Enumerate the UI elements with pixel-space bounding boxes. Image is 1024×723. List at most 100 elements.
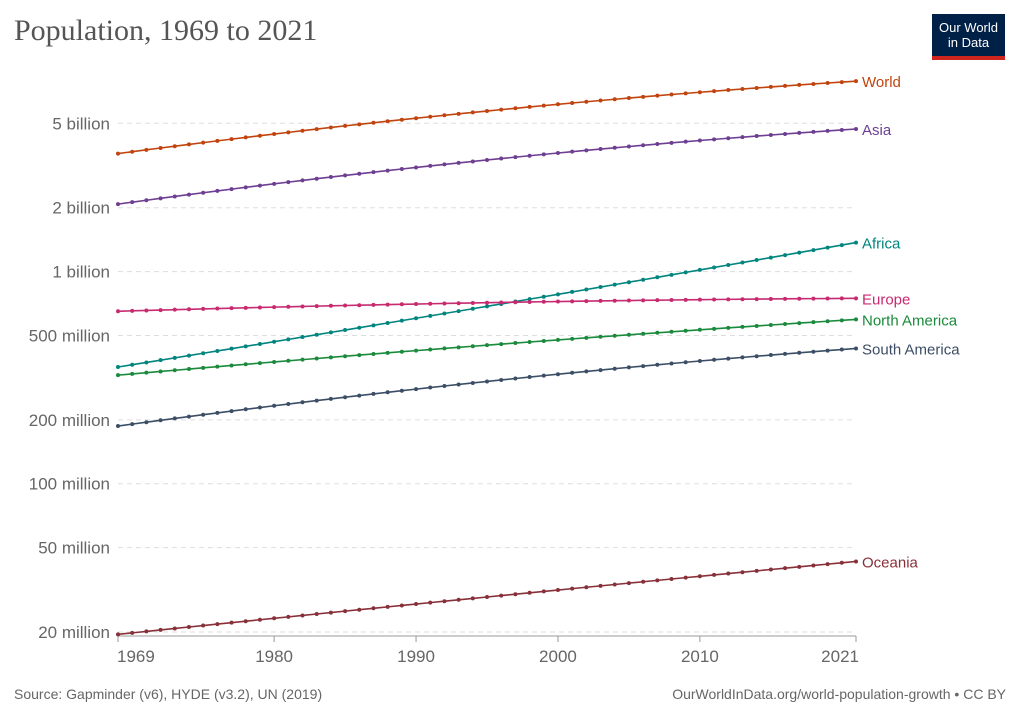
data-point[interactable] bbox=[314, 398, 319, 403]
data-point[interactable] bbox=[726, 263, 731, 267]
data-point[interactable] bbox=[116, 365, 120, 369]
data-point[interactable] bbox=[485, 300, 489, 305]
data-point[interactable] bbox=[825, 245, 830, 250]
data-point[interactable] bbox=[442, 384, 447, 388]
data-point[interactable] bbox=[286, 304, 291, 309]
data-point[interactable] bbox=[328, 303, 333, 308]
data-point[interactable] bbox=[754, 568, 759, 573]
data-point[interactable] bbox=[726, 136, 731, 141]
data-point[interactable] bbox=[697, 90, 702, 95]
data-point[interactable] bbox=[243, 135, 248, 140]
data-point[interactable] bbox=[385, 350, 390, 355]
data-point[interactable] bbox=[172, 416, 177, 421]
data-point[interactable] bbox=[257, 361, 262, 366]
data-point[interactable] bbox=[598, 583, 603, 588]
credit-link[interactable]: OurWorldInData.org/world-population-grow… bbox=[672, 686, 1006, 702]
data-point[interactable] bbox=[754, 323, 759, 328]
data-point[interactable] bbox=[626, 332, 631, 337]
data-point[interactable] bbox=[683, 360, 688, 365]
data-point[interactable] bbox=[683, 328, 688, 333]
data-point[interactable] bbox=[470, 159, 475, 164]
data-point[interactable] bbox=[300, 304, 305, 309]
data-point[interactable] bbox=[215, 138, 220, 143]
data-point[interactable] bbox=[116, 202, 120, 207]
data-point[interactable] bbox=[286, 614, 291, 619]
data-point[interactable] bbox=[740, 87, 745, 91]
data-point[interactable] bbox=[243, 362, 248, 367]
data-point[interactable] bbox=[641, 277, 646, 282]
data-point[interactable] bbox=[513, 106, 518, 111]
data-point[interactable] bbox=[243, 407, 248, 412]
data-point[interactable] bbox=[399, 167, 404, 171]
data-point[interactable] bbox=[328, 396, 333, 401]
data-point[interactable] bbox=[513, 300, 518, 305]
series-south-america[interactable] bbox=[116, 346, 858, 429]
data-point[interactable] bbox=[797, 564, 802, 569]
data-point[interactable] bbox=[215, 622, 220, 627]
data-point[interactable] bbox=[612, 582, 617, 587]
data-point[interactable] bbox=[697, 138, 702, 143]
data-point[interactable] bbox=[811, 349, 816, 354]
data-point[interactable] bbox=[584, 99, 589, 104]
data-point[interactable] bbox=[215, 410, 220, 415]
data-point[interactable] bbox=[839, 347, 844, 352]
data-point[interactable] bbox=[598, 368, 603, 373]
data-point[interactable] bbox=[485, 157, 489, 162]
data-point[interactable] bbox=[414, 387, 419, 392]
data-point[interactable] bbox=[541, 589, 546, 594]
data-point[interactable] bbox=[371, 323, 376, 328]
data-point[interactable] bbox=[712, 572, 717, 577]
data-point[interactable] bbox=[825, 296, 830, 301]
data-point[interactable] bbox=[357, 303, 362, 308]
data-point[interactable] bbox=[584, 148, 589, 153]
data-point[interactable] bbox=[641, 331, 646, 336]
data-point[interactable] bbox=[272, 403, 277, 408]
data-point[interactable] bbox=[598, 298, 603, 303]
data-point[interactable] bbox=[712, 137, 717, 142]
data-point[interactable] bbox=[257, 617, 262, 622]
data-point[interactable] bbox=[783, 296, 788, 301]
data-point[interactable] bbox=[612, 333, 617, 338]
data-point[interactable] bbox=[541, 103, 546, 108]
data-point[interactable] bbox=[385, 302, 390, 307]
data-point[interactable] bbox=[485, 304, 489, 309]
data-point[interactable] bbox=[286, 358, 291, 363]
data-point[interactable] bbox=[598, 147, 603, 152]
data-point[interactable] bbox=[158, 358, 163, 363]
data-point[interactable] bbox=[825, 562, 830, 567]
data-point[interactable] bbox=[428, 114, 433, 119]
data-point[interactable] bbox=[669, 297, 674, 302]
data-point[interactable] bbox=[570, 149, 575, 154]
data-point[interactable] bbox=[186, 142, 191, 147]
data-point[interactable] bbox=[499, 300, 504, 305]
data-point[interactable] bbox=[328, 175, 333, 180]
data-point[interactable] bbox=[428, 313, 433, 318]
data-point[interactable] bbox=[144, 370, 149, 375]
data-point[interactable] bbox=[328, 125, 333, 130]
data-point[interactable] bbox=[243, 305, 248, 310]
data-point[interactable] bbox=[797, 350, 802, 355]
data-point[interactable] bbox=[442, 113, 447, 118]
data-point[interactable] bbox=[584, 335, 589, 340]
data-point[interactable] bbox=[797, 130, 802, 135]
data-point[interactable] bbox=[570, 289, 575, 294]
data-point[interactable] bbox=[783, 351, 788, 356]
data-point[interactable] bbox=[768, 255, 773, 260]
data-point[interactable] bbox=[669, 361, 674, 366]
data-point[interactable] bbox=[428, 385, 433, 390]
data-point[interactable] bbox=[570, 101, 575, 106]
data-point[interactable] bbox=[257, 342, 262, 347]
data-point[interactable] bbox=[839, 296, 844, 301]
data-point[interactable] bbox=[797, 296, 802, 301]
data-point[interactable] bbox=[527, 104, 532, 109]
data-point[interactable] bbox=[442, 162, 447, 167]
data-point[interactable] bbox=[854, 79, 858, 84]
data-point[interactable] bbox=[626, 96, 631, 101]
data-point[interactable] bbox=[811, 129, 816, 134]
data-point[interactable] bbox=[811, 248, 816, 253]
data-point[interactable] bbox=[641, 94, 646, 99]
data-point[interactable] bbox=[186, 353, 191, 358]
data-point[interactable] bbox=[286, 402, 291, 407]
data-point[interactable] bbox=[513, 155, 518, 160]
series-europe[interactable] bbox=[116, 296, 858, 314]
